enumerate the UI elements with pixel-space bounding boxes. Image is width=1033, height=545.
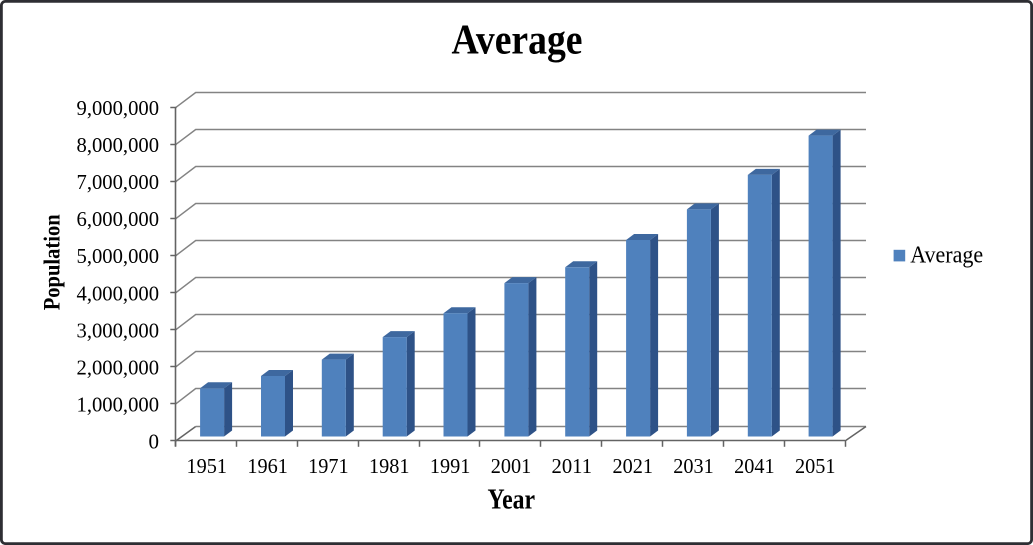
svg-text:Average: Average (452, 17, 583, 63)
svg-text:1981: 1981 (369, 454, 410, 478)
svg-text:1951: 1951 (186, 454, 227, 478)
svg-text:Year: Year (488, 485, 536, 516)
svg-text:2001: 2001 (491, 454, 532, 478)
svg-text:0: 0 (149, 430, 160, 454)
svg-text:2011: 2011 (552, 454, 593, 478)
svg-text:2051: 2051 (795, 454, 836, 478)
svg-text:7,000,000: 7,000,000 (77, 170, 160, 194)
svg-text:8,000,000: 8,000,000 (77, 133, 160, 157)
svg-text:5,000,000: 5,000,000 (77, 244, 160, 268)
svg-text:6,000,000: 6,000,000 (77, 207, 160, 231)
svg-text:1991: 1991 (430, 454, 471, 478)
svg-text:1971: 1971 (308, 454, 349, 478)
svg-text:Average: Average (910, 243, 983, 269)
svg-text:4,000,000: 4,000,000 (77, 281, 160, 305)
svg-text:2041: 2041 (734, 454, 775, 478)
svg-text:Population: Population (40, 214, 65, 310)
svg-text:1,000,000: 1,000,000 (77, 392, 160, 416)
svg-text:2,000,000: 2,000,000 (77, 355, 160, 379)
svg-text:3,000,000: 3,000,000 (77, 318, 160, 342)
svg-text:2021: 2021 (612, 454, 653, 478)
svg-text:2031: 2031 (673, 454, 714, 478)
svg-text:1961: 1961 (247, 454, 288, 478)
svg-text:9,000,000: 9,000,000 (77, 96, 160, 120)
